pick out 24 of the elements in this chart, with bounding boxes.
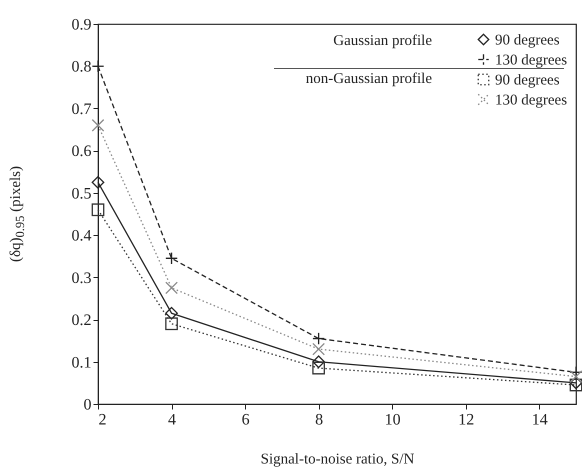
x-tick-label: 10 xyxy=(384,412,401,428)
x-tick-label: 4 xyxy=(168,412,176,428)
y-tick-label: 0 xyxy=(84,396,92,414)
x-tick-label: 6 xyxy=(242,412,250,428)
x-tick-label: 12 xyxy=(458,412,474,428)
annotation: non-Gaussian profile xyxy=(306,70,432,88)
legend-label: 90 degrees xyxy=(495,32,560,48)
legend-label: 90 degrees xyxy=(495,72,560,88)
x-tick-label: 2 xyxy=(98,412,106,428)
y-tick-label: 0.7 xyxy=(72,100,92,118)
x-tick-label: 8 xyxy=(315,412,324,428)
y-tick-label: 0.8 xyxy=(72,58,92,76)
y-tick-label: 0.3 xyxy=(72,270,92,287)
legend-label: 130 degrees xyxy=(495,92,568,108)
x-axis-title: Signal-to-noise ratio, S/N xyxy=(260,452,415,468)
y-tick-label: 0.9 xyxy=(72,16,92,34)
x-tick-label: 14 xyxy=(532,412,548,428)
y-tick-label: 0.4 xyxy=(72,228,92,245)
legend-label: 130 degrees xyxy=(495,52,568,68)
y-tick-label: 0.5 xyxy=(72,185,92,202)
y-tick-label: 0.6 xyxy=(72,143,92,160)
annotation: Gaussian profile xyxy=(333,32,432,50)
y-tick-label: 0.1 xyxy=(72,354,92,372)
y-tick-label: 0.2 xyxy=(72,312,92,330)
